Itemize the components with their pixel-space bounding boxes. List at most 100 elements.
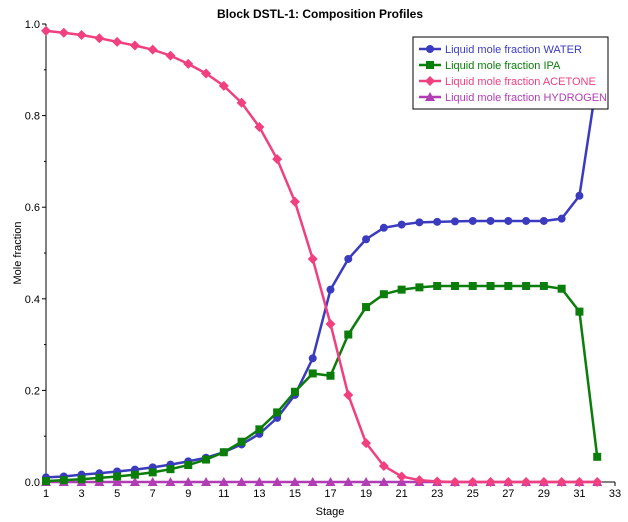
data-point: [468, 281, 477, 290]
legend[interactable]: Liquid mole fraction WATER Liquid mole fr…: [412, 36, 609, 110]
data-point: [165, 477, 176, 486]
x-tick-label: 1: [43, 488, 49, 500]
data-point: [166, 465, 175, 474]
data-point: [95, 473, 104, 482]
x-tick-label: 15: [289, 488, 301, 500]
data-point: [538, 477, 549, 487]
data-point: [557, 214, 566, 223]
data-point: [218, 80, 229, 91]
legend-label: Liquid mole fraction HYDROGEN: [445, 92, 607, 104]
data-point: [308, 354, 317, 363]
data-point: [112, 477, 123, 486]
x-tick-label: 27: [502, 488, 514, 500]
legend-marker: [426, 45, 434, 53]
y-tick-label: 0.0: [25, 477, 40, 489]
data-point: [272, 477, 283, 486]
data-point: [468, 216, 477, 225]
data-point: [397, 285, 406, 294]
data-point: [344, 254, 353, 263]
legend-label: Liquid mole fraction ACETONE: [445, 76, 596, 88]
data-point: [325, 477, 336, 486]
data-point: [344, 330, 353, 339]
data-point: [58, 27, 69, 38]
data-point: [575, 307, 584, 316]
x-tick-label: 17: [324, 488, 336, 500]
data-point: [574, 477, 585, 487]
data-point: [254, 122, 265, 133]
series-ipa: [42, 281, 602, 486]
series-line: [45, 78, 599, 479]
data-point: [485, 477, 496, 487]
data-point: [130, 470, 139, 479]
data-point: [521, 477, 532, 487]
data-point: [272, 154, 283, 165]
data-point: [236, 477, 247, 486]
data-point: [486, 281, 495, 290]
data-point: [397, 220, 406, 229]
data-point: [504, 216, 513, 225]
y-tick-label: 0.6: [25, 202, 40, 214]
y-tick-label: 1.0: [25, 19, 40, 31]
legend-item[interactable]: Liquid mole fraction HYDROGEN: [419, 92, 607, 104]
x-tick-label: 23: [431, 488, 443, 500]
x-tick-label: 3: [79, 488, 85, 500]
legend-label: Liquid mole fraction IPA: [445, 60, 561, 72]
x-tick-label: 5: [114, 488, 120, 500]
y-tick-label: 0.2: [25, 385, 40, 397]
data-point: [503, 477, 514, 487]
series-layer: [41, 25, 603, 487]
x-tick-label: 11: [218, 488, 229, 500]
data-point: [539, 216, 548, 225]
x-tick-label: 31: [573, 488, 585, 500]
data-point: [379, 223, 388, 232]
data-point: [343, 477, 354, 486]
data-point: [575, 191, 584, 200]
data-point: [467, 477, 478, 487]
data-point: [183, 477, 194, 486]
data-point: [415, 218, 424, 227]
legend-item[interactable]: Liquid mole fraction WATER: [419, 44, 582, 56]
data-point: [326, 371, 335, 380]
data-point: [592, 477, 603, 487]
data-point: [308, 369, 317, 378]
legend-item[interactable]: Liquid mole fraction IPA: [419, 60, 561, 72]
data-point: [113, 472, 122, 481]
data-point: [147, 44, 158, 55]
y-tick-label: 0.8: [25, 111, 40, 123]
data-point: [94, 33, 105, 44]
data-point: [432, 476, 443, 487]
series-acetone: [41, 25, 603, 487]
x-tick-label: 29: [538, 488, 550, 500]
data-point: [362, 235, 371, 244]
data-point: [450, 281, 459, 290]
x-tick-label: 21: [396, 488, 408, 500]
data-point: [219, 448, 228, 457]
data-point: [148, 468, 157, 477]
legend-label: Liquid mole fraction WATER: [445, 44, 582, 56]
x-tick-label: 13: [253, 488, 265, 500]
data-point: [77, 475, 86, 484]
data-point: [202, 455, 211, 464]
data-point: [307, 253, 318, 264]
data-point: [129, 477, 140, 486]
legend-marker: [426, 61, 434, 69]
data-point: [41, 25, 51, 36]
y-axis-label: Mole fraction: [12, 222, 24, 285]
legend-marker: [425, 92, 435, 101]
data-point: [486, 216, 495, 225]
legend-box: [412, 36, 609, 110]
data-point: [112, 36, 123, 47]
data-point: [184, 461, 193, 470]
data-point: [237, 437, 246, 446]
chart-title: Block DSTL-1: Composition Profiles: [217, 7, 423, 21]
data-point: [325, 318, 336, 329]
x-axis-label: Stage: [316, 506, 345, 518]
data-point: [433, 217, 442, 226]
legend-item[interactable]: Liquid mole fraction ACETONE: [419, 76, 596, 88]
x-tick-label: 19: [360, 488, 372, 500]
data-point: [289, 196, 300, 207]
data-point: [522, 281, 531, 290]
series-line: [45, 284, 599, 483]
data-point: [165, 50, 176, 61]
